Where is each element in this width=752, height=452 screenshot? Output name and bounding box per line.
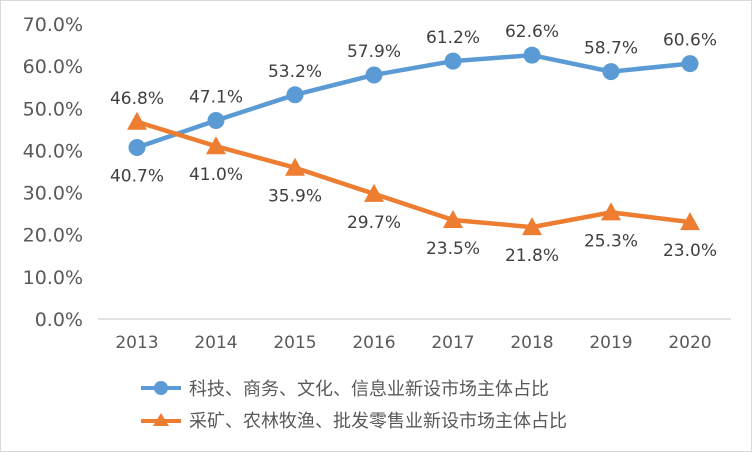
data-label: 41.0%	[189, 165, 243, 185]
y-tick-label: 20.0%	[23, 225, 83, 247]
data-point	[522, 217, 542, 236]
y-tick-label: 50.0%	[23, 98, 83, 120]
data-label: 58.7%	[584, 39, 638, 59]
data-label: 23.0%	[663, 241, 717, 261]
series-line-1	[136, 119, 691, 230]
data-label: 35.9%	[268, 187, 322, 207]
y-tick-label: 70.0%	[23, 14, 83, 36]
x-tick-label: 2013	[115, 333, 158, 353]
data-label: 46.8%	[110, 89, 164, 109]
data-label: 21.8%	[505, 246, 559, 266]
x-tick-label: 2019	[589, 333, 632, 353]
data-point	[602, 63, 620, 81]
data-label: 61.2%	[426, 28, 480, 48]
data-point	[523, 46, 541, 64]
data-label: 53.2%	[268, 62, 322, 82]
data-point	[127, 111, 147, 130]
data-label: 62.6%	[505, 22, 559, 42]
series-line-0	[136, 52, 691, 150]
data-point	[206, 136, 226, 155]
data-point	[681, 55, 699, 73]
data-point	[601, 202, 621, 221]
data-label: 47.1%	[189, 88, 243, 108]
data-point	[365, 66, 383, 84]
data-point	[286, 86, 304, 104]
data-point	[444, 52, 462, 70]
y-tick-label: 30.0%	[23, 183, 83, 205]
data-label: 23.5%	[426, 239, 480, 259]
x-tick-label: 2018	[510, 333, 553, 353]
triangle-marker-icon	[141, 413, 181, 426]
data-label: 29.7%	[347, 213, 401, 233]
data-point	[128, 138, 146, 156]
data-label: 25.3%	[584, 231, 638, 251]
legend-item-mining: 采矿、农林牧渔、批发零售业新设市场主体占比	[139, 407, 567, 433]
data-point	[285, 157, 305, 176]
legend-item-tech: 科技、商务、文化、信息业新设市场主体占比	[139, 375, 549, 401]
circle-marker-icon	[141, 381, 181, 395]
y-tick-label: 60.0%	[23, 56, 83, 78]
y-tick-label: 40.0%	[23, 140, 83, 162]
data-point	[680, 212, 700, 231]
data-label: 60.6%	[663, 31, 717, 51]
x-tick-label: 2014	[194, 333, 237, 353]
plot-area: 0.0% 10.0% 20.0% 30.0% 40.0% 50.0% 60.0% 70.0% 2…	[23, 14, 731, 353]
x-tick-label: 2020	[668, 333, 711, 353]
data-label: 57.9%	[347, 42, 401, 62]
data-point	[207, 112, 225, 130]
data-point	[364, 183, 384, 202]
legend-label: 采矿、农林牧渔、批发零售业新设市场主体占比	[189, 411, 567, 432]
y-tick-label: 10.0%	[23, 267, 83, 289]
data-point	[443, 209, 463, 228]
legend-label: 科技、商务、文化、信息业新设市场主体占比	[189, 379, 549, 400]
x-tick-label: 2017	[431, 333, 474, 353]
x-tick-label: 2015	[273, 333, 316, 353]
x-tick-label: 2016	[352, 333, 395, 353]
y-tick-label: 0.0%	[35, 309, 83, 331]
data-label: 40.7%	[110, 166, 164, 186]
